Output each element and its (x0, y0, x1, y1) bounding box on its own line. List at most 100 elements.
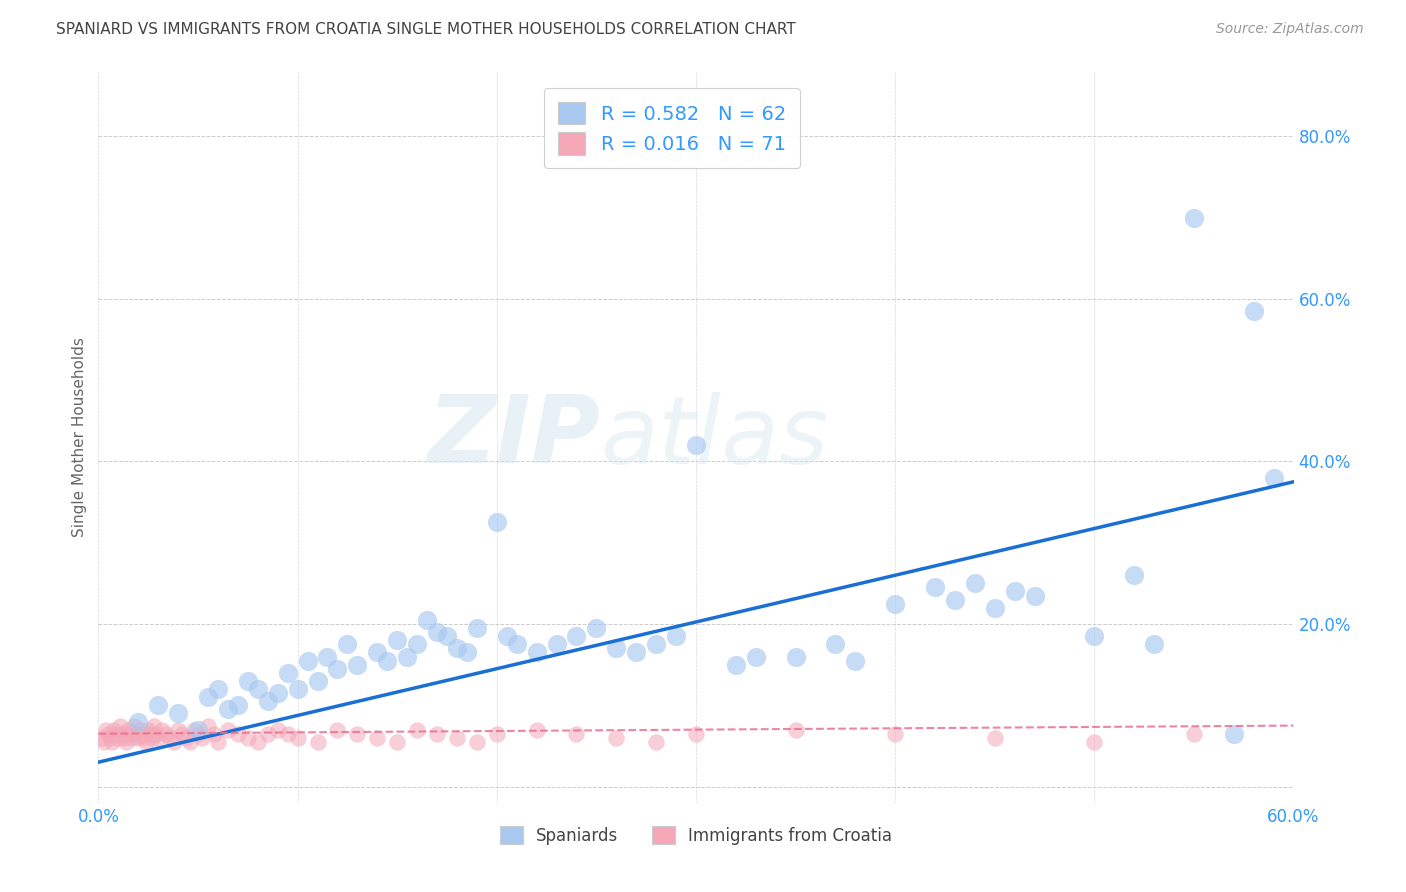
Point (1182, 211, 1205, 225)
Point (150, 723, 173, 737)
Point (148, 698, 170, 713)
Point (217, 723, 239, 737)
Point (426, 727, 449, 741)
Point (145, 727, 167, 741)
Point (526, 723, 548, 737)
Point (117, 723, 139, 737)
Point (287, 681, 309, 696)
Y-axis label: Single Mother Households: Single Mother Households (72, 337, 87, 537)
Text: ZIP: ZIP (427, 391, 600, 483)
Point (585, 621, 607, 635)
Point (495, 629, 517, 643)
Point (307, 735, 329, 749)
Point (406, 637, 429, 651)
Text: atlas: atlas (600, 392, 828, 483)
Point (246, 735, 269, 749)
Point (127, 731, 149, 745)
Point (626, 645, 648, 659)
Point (416, 613, 439, 627)
Point (174, 731, 197, 745)
Point (465, 735, 488, 749)
Point (884, 597, 907, 611)
Point (267, 723, 290, 737)
Point (436, 629, 458, 643)
Point (202, 727, 225, 741)
Point (326, 662, 349, 676)
Point (131, 727, 153, 741)
Point (685, 438, 707, 452)
Point (101, 735, 124, 749)
Point (226, 727, 249, 741)
Point (446, 731, 468, 745)
Point (984, 600, 1007, 615)
Point (336, 637, 359, 651)
Point (236, 731, 259, 745)
Point (645, 735, 668, 749)
Point (97, 727, 120, 741)
Text: SPANIARD VS IMMIGRANTS FROM CROATIA SINGLE MOTHER HOUSEHOLDS CORRELATION CHART: SPANIARD VS IMMIGRANTS FROM CROATIA SING… (56, 22, 796, 37)
Point (316, 649, 339, 664)
Point (346, 657, 368, 672)
Point (129, 723, 152, 737)
Point (187, 723, 209, 737)
Point (226, 698, 249, 713)
Point (167, 723, 190, 737)
Point (375, 654, 398, 668)
Point (366, 645, 388, 659)
Point (179, 735, 201, 749)
Point (127, 714, 149, 729)
Point (485, 516, 508, 530)
Point (183, 723, 205, 737)
Point (107, 731, 129, 745)
Point (1083, 735, 1105, 749)
Point (1024, 589, 1046, 603)
Point (1083, 629, 1105, 643)
Point (565, 629, 588, 643)
Point (605, 731, 627, 745)
Point (155, 727, 177, 741)
Point (111, 727, 134, 741)
Point (112, 731, 135, 745)
Point (1223, 727, 1246, 741)
Point (546, 637, 568, 651)
Point (139, 727, 162, 741)
Point (963, 576, 986, 591)
Legend: Spaniards, Immigrants from Croatia: Spaniards, Immigrants from Croatia (491, 818, 901, 853)
Point (326, 723, 349, 737)
Point (207, 735, 229, 749)
Point (785, 723, 807, 737)
Point (396, 649, 419, 664)
Point (385, 735, 409, 749)
Point (159, 731, 181, 745)
Point (1263, 471, 1285, 485)
Point (91, 731, 114, 745)
Point (943, 592, 966, 607)
Point (163, 735, 186, 749)
Point (141, 731, 163, 745)
Point (1143, 637, 1166, 651)
Point (96, 723, 118, 737)
Point (256, 727, 278, 741)
Point (565, 727, 588, 741)
Point (984, 731, 1007, 745)
Point (526, 645, 548, 659)
Point (456, 645, 478, 659)
Point (105, 727, 128, 741)
Point (406, 723, 429, 737)
Point (207, 681, 229, 696)
Point (465, 621, 488, 635)
Point (277, 727, 299, 741)
Point (236, 673, 259, 688)
Point (1182, 727, 1205, 741)
Point (366, 731, 388, 745)
Point (187, 727, 209, 741)
Point (924, 581, 946, 595)
Point (307, 673, 329, 688)
Point (685, 727, 707, 741)
Point (446, 641, 468, 656)
Point (167, 706, 190, 721)
Point (605, 641, 627, 656)
Point (645, 637, 668, 651)
Point (426, 625, 449, 640)
Point (110, 718, 132, 732)
